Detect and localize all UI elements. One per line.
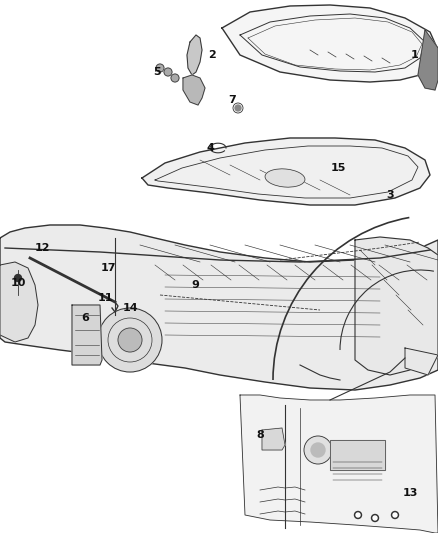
Text: 6: 6 xyxy=(81,313,89,323)
Polygon shape xyxy=(0,262,38,342)
Text: 15: 15 xyxy=(330,163,346,173)
Polygon shape xyxy=(405,348,438,375)
Text: 2: 2 xyxy=(208,50,216,60)
Circle shape xyxy=(311,443,325,457)
Text: 7: 7 xyxy=(228,95,236,105)
Circle shape xyxy=(354,512,361,519)
Circle shape xyxy=(98,308,162,372)
Circle shape xyxy=(304,436,332,464)
Circle shape xyxy=(156,64,164,72)
Text: 17: 17 xyxy=(100,263,116,273)
Ellipse shape xyxy=(265,169,305,187)
Polygon shape xyxy=(0,225,438,390)
Circle shape xyxy=(393,513,397,517)
Text: 3: 3 xyxy=(386,190,394,200)
Circle shape xyxy=(171,74,179,82)
Text: 10: 10 xyxy=(11,278,26,288)
Circle shape xyxy=(14,274,21,281)
Circle shape xyxy=(164,68,172,76)
Text: 11: 11 xyxy=(97,293,113,303)
Text: 13: 13 xyxy=(403,488,418,498)
Polygon shape xyxy=(142,138,430,205)
Circle shape xyxy=(373,516,377,520)
Circle shape xyxy=(118,328,142,352)
Polygon shape xyxy=(262,428,285,450)
Polygon shape xyxy=(222,5,438,82)
Text: 8: 8 xyxy=(256,430,264,440)
Text: 9: 9 xyxy=(191,280,199,290)
Polygon shape xyxy=(418,30,438,90)
Text: 5: 5 xyxy=(153,67,161,77)
Bar xyxy=(330,440,385,470)
Circle shape xyxy=(392,512,399,519)
Polygon shape xyxy=(355,237,438,375)
Circle shape xyxy=(371,514,378,521)
Text: 12: 12 xyxy=(34,243,50,253)
Polygon shape xyxy=(72,305,102,365)
Polygon shape xyxy=(240,395,438,533)
Bar xyxy=(330,440,385,470)
Text: 14: 14 xyxy=(122,303,138,313)
Polygon shape xyxy=(187,35,202,75)
Text: 1: 1 xyxy=(411,50,419,60)
Polygon shape xyxy=(183,75,205,105)
Text: 4: 4 xyxy=(206,143,214,153)
Circle shape xyxy=(235,105,241,111)
Circle shape xyxy=(356,513,360,517)
